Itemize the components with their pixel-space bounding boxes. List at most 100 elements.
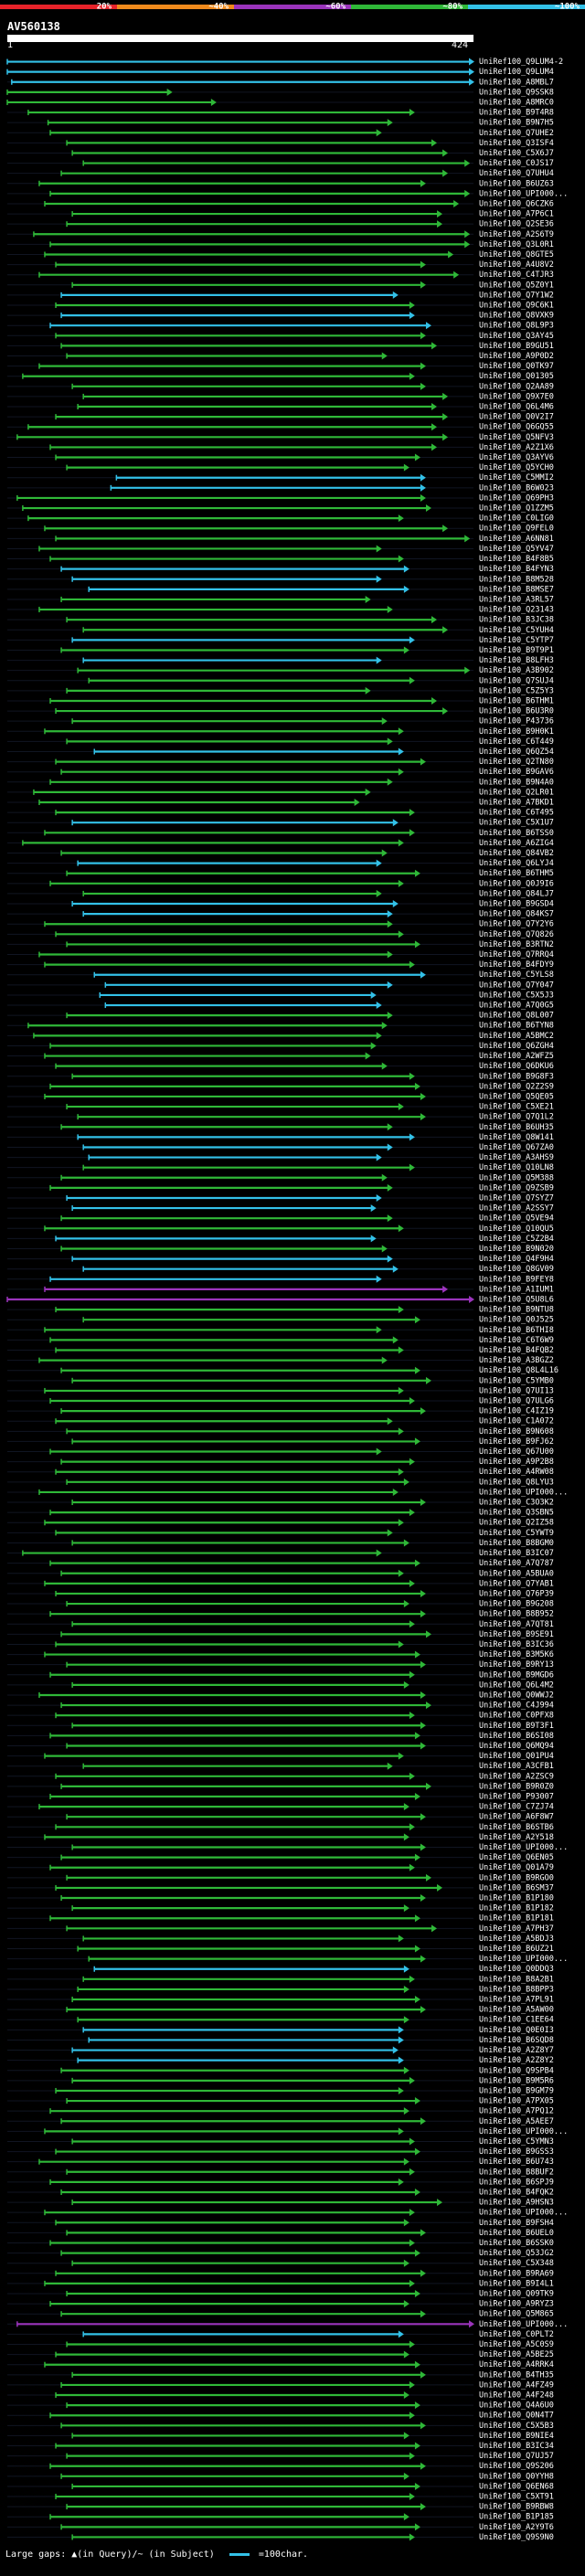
- hit-label[interactable]: UniRef100_Q5U8L6: [479, 1296, 554, 1305]
- hit-label[interactable]: UniRef100_A4RW08: [479, 1468, 554, 1477]
- hit-label[interactable]: UniRef100_A9HSN3: [479, 2199, 554, 2208]
- hit-label[interactable]: UniRef100_A9P0D2: [479, 352, 554, 361]
- hit-label[interactable]: UniRef100_C6T6W9: [479, 1336, 554, 1345]
- hit-label[interactable]: UniRef100_A4U8V2: [479, 260, 554, 270]
- hit-label[interactable]: UniRef100_B4F8B5: [479, 555, 554, 564]
- hit-label[interactable]: UniRef100_Q2Z2S9: [479, 1082, 554, 1091]
- hit-label[interactable]: UniRef100_B9M5R6: [479, 2076, 554, 2085]
- hit-label[interactable]: UniRef100_Q9FEL0: [479, 525, 554, 534]
- hit-label[interactable]: UniRef100_P43736: [479, 717, 554, 726]
- hit-label[interactable]: UniRef100_C3O3K2: [479, 1499, 554, 1508]
- hit-label[interactable]: UniRef100_B9GSD4: [479, 900, 554, 909]
- hit-label[interactable]: UniRef100_Q67U00: [479, 1447, 554, 1457]
- hit-label[interactable]: UniRef100_C5YUH4: [479, 626, 554, 635]
- hit-label[interactable]: UniRef100_B9FEY8: [479, 1275, 554, 1284]
- hit-label[interactable]: UniRef100_Q09TK9: [479, 2290, 554, 2299]
- hit-label[interactable]: UniRef100_Q8L007: [479, 1012, 554, 1021]
- hit-label[interactable]: UniRef100_A3B902: [479, 666, 554, 675]
- hit-label[interactable]: UniRef100_C0LIG0: [479, 514, 554, 524]
- hit-label[interactable]: UniRef100_C6T449: [479, 737, 554, 747]
- hit-label[interactable]: UniRef100_Q6L4M6: [479, 403, 554, 412]
- hit-label[interactable]: UniRef100_B9NTU8: [479, 1306, 554, 1315]
- hit-label[interactable]: UniRef100_B3M5K6: [479, 1650, 554, 1659]
- hit-label[interactable]: UniRef100_Q7SUJ4: [479, 676, 554, 685]
- hit-label[interactable]: UniRef100_Q01A79: [479, 1863, 554, 1872]
- hit-label[interactable]: UniRef100_B9N608: [479, 1427, 554, 1436]
- hit-label[interactable]: UniRef100_A7BKD1: [479, 799, 554, 808]
- hit-label[interactable]: UniRef100_B9N7H5: [479, 119, 554, 128]
- hit-label[interactable]: UniRef100_C4IZ19: [479, 1407, 554, 1416]
- hit-label[interactable]: UniRef100_B1P180: [479, 1894, 554, 1903]
- hit-label[interactable]: UniRef100_B9FJ62: [479, 1437, 554, 1447]
- hit-label[interactable]: UniRef100_Q9ZSB9: [479, 1183, 554, 1193]
- hit-label[interactable]: UniRef100_Q0V2I7: [479, 413, 554, 422]
- hit-label[interactable]: UniRef100_A8MBL7: [479, 78, 554, 87]
- hit-label[interactable]: UniRef100_A8MRC0: [479, 98, 554, 107]
- hit-label[interactable]: UniRef100_B4FQK2: [479, 2188, 554, 2197]
- hit-label[interactable]: UniRef100_B8B952: [479, 1610, 554, 1619]
- hit-label[interactable]: UniRef100_A7QT81: [479, 1620, 554, 1629]
- hit-label[interactable]: UniRef100_C5YLS8: [479, 970, 554, 980]
- hit-label[interactable]: UniRef100_C5MMI2: [479, 473, 554, 482]
- hit-label[interactable]: UniRef100_Q53JG2: [479, 2249, 554, 2258]
- hit-label[interactable]: UniRef100_C5X6J7: [479, 149, 554, 158]
- hit-label[interactable]: UniRef100_Q5Z0Y1: [479, 281, 554, 290]
- hit-label[interactable]: UniRef100_Q7UI13: [479, 1386, 554, 1395]
- hit-label[interactable]: UniRef100_A3CFB1: [479, 1762, 554, 1771]
- hit-label[interactable]: UniRef100_C4TJR3: [479, 270, 554, 280]
- hit-label[interactable]: UniRef100_B6SQD8: [479, 2036, 554, 2045]
- hit-label[interactable]: UniRef100_B6SI08: [479, 1732, 554, 1741]
- hit-label[interactable]: UniRef100_B9R0Z0: [479, 1782, 554, 1791]
- hit-label[interactable]: UniRef100_B9RBW8: [479, 2503, 554, 2512]
- hit-label[interactable]: UniRef100_Q8VXK9: [479, 312, 554, 321]
- hit-label[interactable]: UniRef100_Q9LUM4-2: [479, 58, 563, 67]
- hit-label[interactable]: UniRef100_A7PH37: [479, 1924, 554, 1934]
- hit-label[interactable]: UniRef100_A3BGZ2: [479, 1356, 554, 1365]
- hit-label[interactable]: UniRef100_B9N4A0: [479, 778, 554, 787]
- hit-label[interactable]: UniRef100_Q8W141: [479, 1133, 554, 1142]
- hit-label[interactable]: UniRef100_Q6MQ94: [479, 1742, 554, 1751]
- hit-label[interactable]: UniRef100_B9H0K1: [479, 727, 554, 737]
- hit-label[interactable]: UniRef100_Q5NFV3: [479, 433, 554, 442]
- hit-label[interactable]: UniRef100_B8MSE7: [479, 585, 554, 594]
- hit-label[interactable]: UniRef100_C5X1U7: [479, 819, 554, 828]
- hit-label[interactable]: UniRef100_B9RA69: [479, 2269, 554, 2278]
- hit-label[interactable]: UniRef100_C5YTP7: [479, 636, 554, 645]
- hit-label[interactable]: UniRef100_Q2AA89: [479, 382, 554, 391]
- hit-label[interactable]: UniRef100_A2ZSC9: [479, 1772, 554, 1781]
- hit-label[interactable]: UniRef100_A2Z8Y7: [479, 2046, 554, 2055]
- hit-label[interactable]: UniRef100_UPI000...: [479, 1955, 568, 1964]
- hit-label[interactable]: UniRef100_B9N020: [479, 1245, 554, 1254]
- hit-label[interactable]: UniRef100_A3RL57: [479, 595, 554, 604]
- hit-label[interactable]: UniRef100_C6T495: [479, 809, 554, 818]
- hit-label[interactable]: UniRef100_Q0DDQ3: [479, 1965, 554, 1974]
- hit-label[interactable]: UniRef100_Q69PH3: [479, 493, 554, 503]
- hit-label[interactable]: UniRef100_B8BGM0: [479, 1539, 554, 1548]
- hit-label[interactable]: UniRef100_A5AW00: [479, 2006, 554, 2015]
- hit-label[interactable]: UniRef100_Q9LUM4: [479, 68, 554, 77]
- hit-label[interactable]: UniRef100_B6W023: [479, 483, 554, 493]
- hit-label[interactable]: UniRef100_Q7Q1L2: [479, 1113, 554, 1122]
- hit-label[interactable]: UniRef100_B4FQB2: [479, 1346, 554, 1355]
- hit-label[interactable]: UniRef100_UPI000...: [479, 2209, 568, 2218]
- hit-label[interactable]: UniRef100_Q8GTE5: [479, 250, 554, 260]
- hit-label[interactable]: UniRef100_B3RTN2: [479, 940, 554, 949]
- hit-label[interactable]: UniRef100_Q5YCH0: [479, 463, 554, 472]
- hit-label[interactable]: UniRef100_C5XE21: [479, 1103, 554, 1112]
- hit-label[interactable]: UniRef100_Q7Y047: [479, 981, 554, 990]
- hit-label[interactable]: UniRef100_A7P6C1: [479, 210, 554, 219]
- hit-label[interactable]: UniRef100_C5X348: [479, 2259, 554, 2268]
- hit-label[interactable]: UniRef100_Q76P39: [479, 1589, 554, 1598]
- hit-label[interactable]: UniRef100_C1A072: [479, 1417, 554, 1426]
- hit-label[interactable]: UniRef100_A3AHS9: [479, 1153, 554, 1162]
- hit-label[interactable]: UniRef100_Q5M865: [479, 2310, 554, 2319]
- hit-label[interactable]: UniRef100_B9MGD6: [479, 1670, 554, 1680]
- hit-label[interactable]: UniRef100_B6U3R0: [479, 707, 554, 716]
- hit-label[interactable]: UniRef100_B3JC38: [479, 616, 554, 625]
- hit-label[interactable]: UniRef100_Q7YAB1: [479, 1579, 554, 1588]
- hit-label[interactable]: UniRef100_Q7ULG6: [479, 1397, 554, 1406]
- hit-label[interactable]: UniRef100_B9G208: [479, 1600, 554, 1609]
- hit-label[interactable]: UniRef100_Q1ZZM5: [479, 504, 554, 514]
- hit-label[interactable]: UniRef100_C0PLT2: [479, 2330, 554, 2339]
- hit-label[interactable]: UniRef100_Q10QU5: [479, 1224, 554, 1234]
